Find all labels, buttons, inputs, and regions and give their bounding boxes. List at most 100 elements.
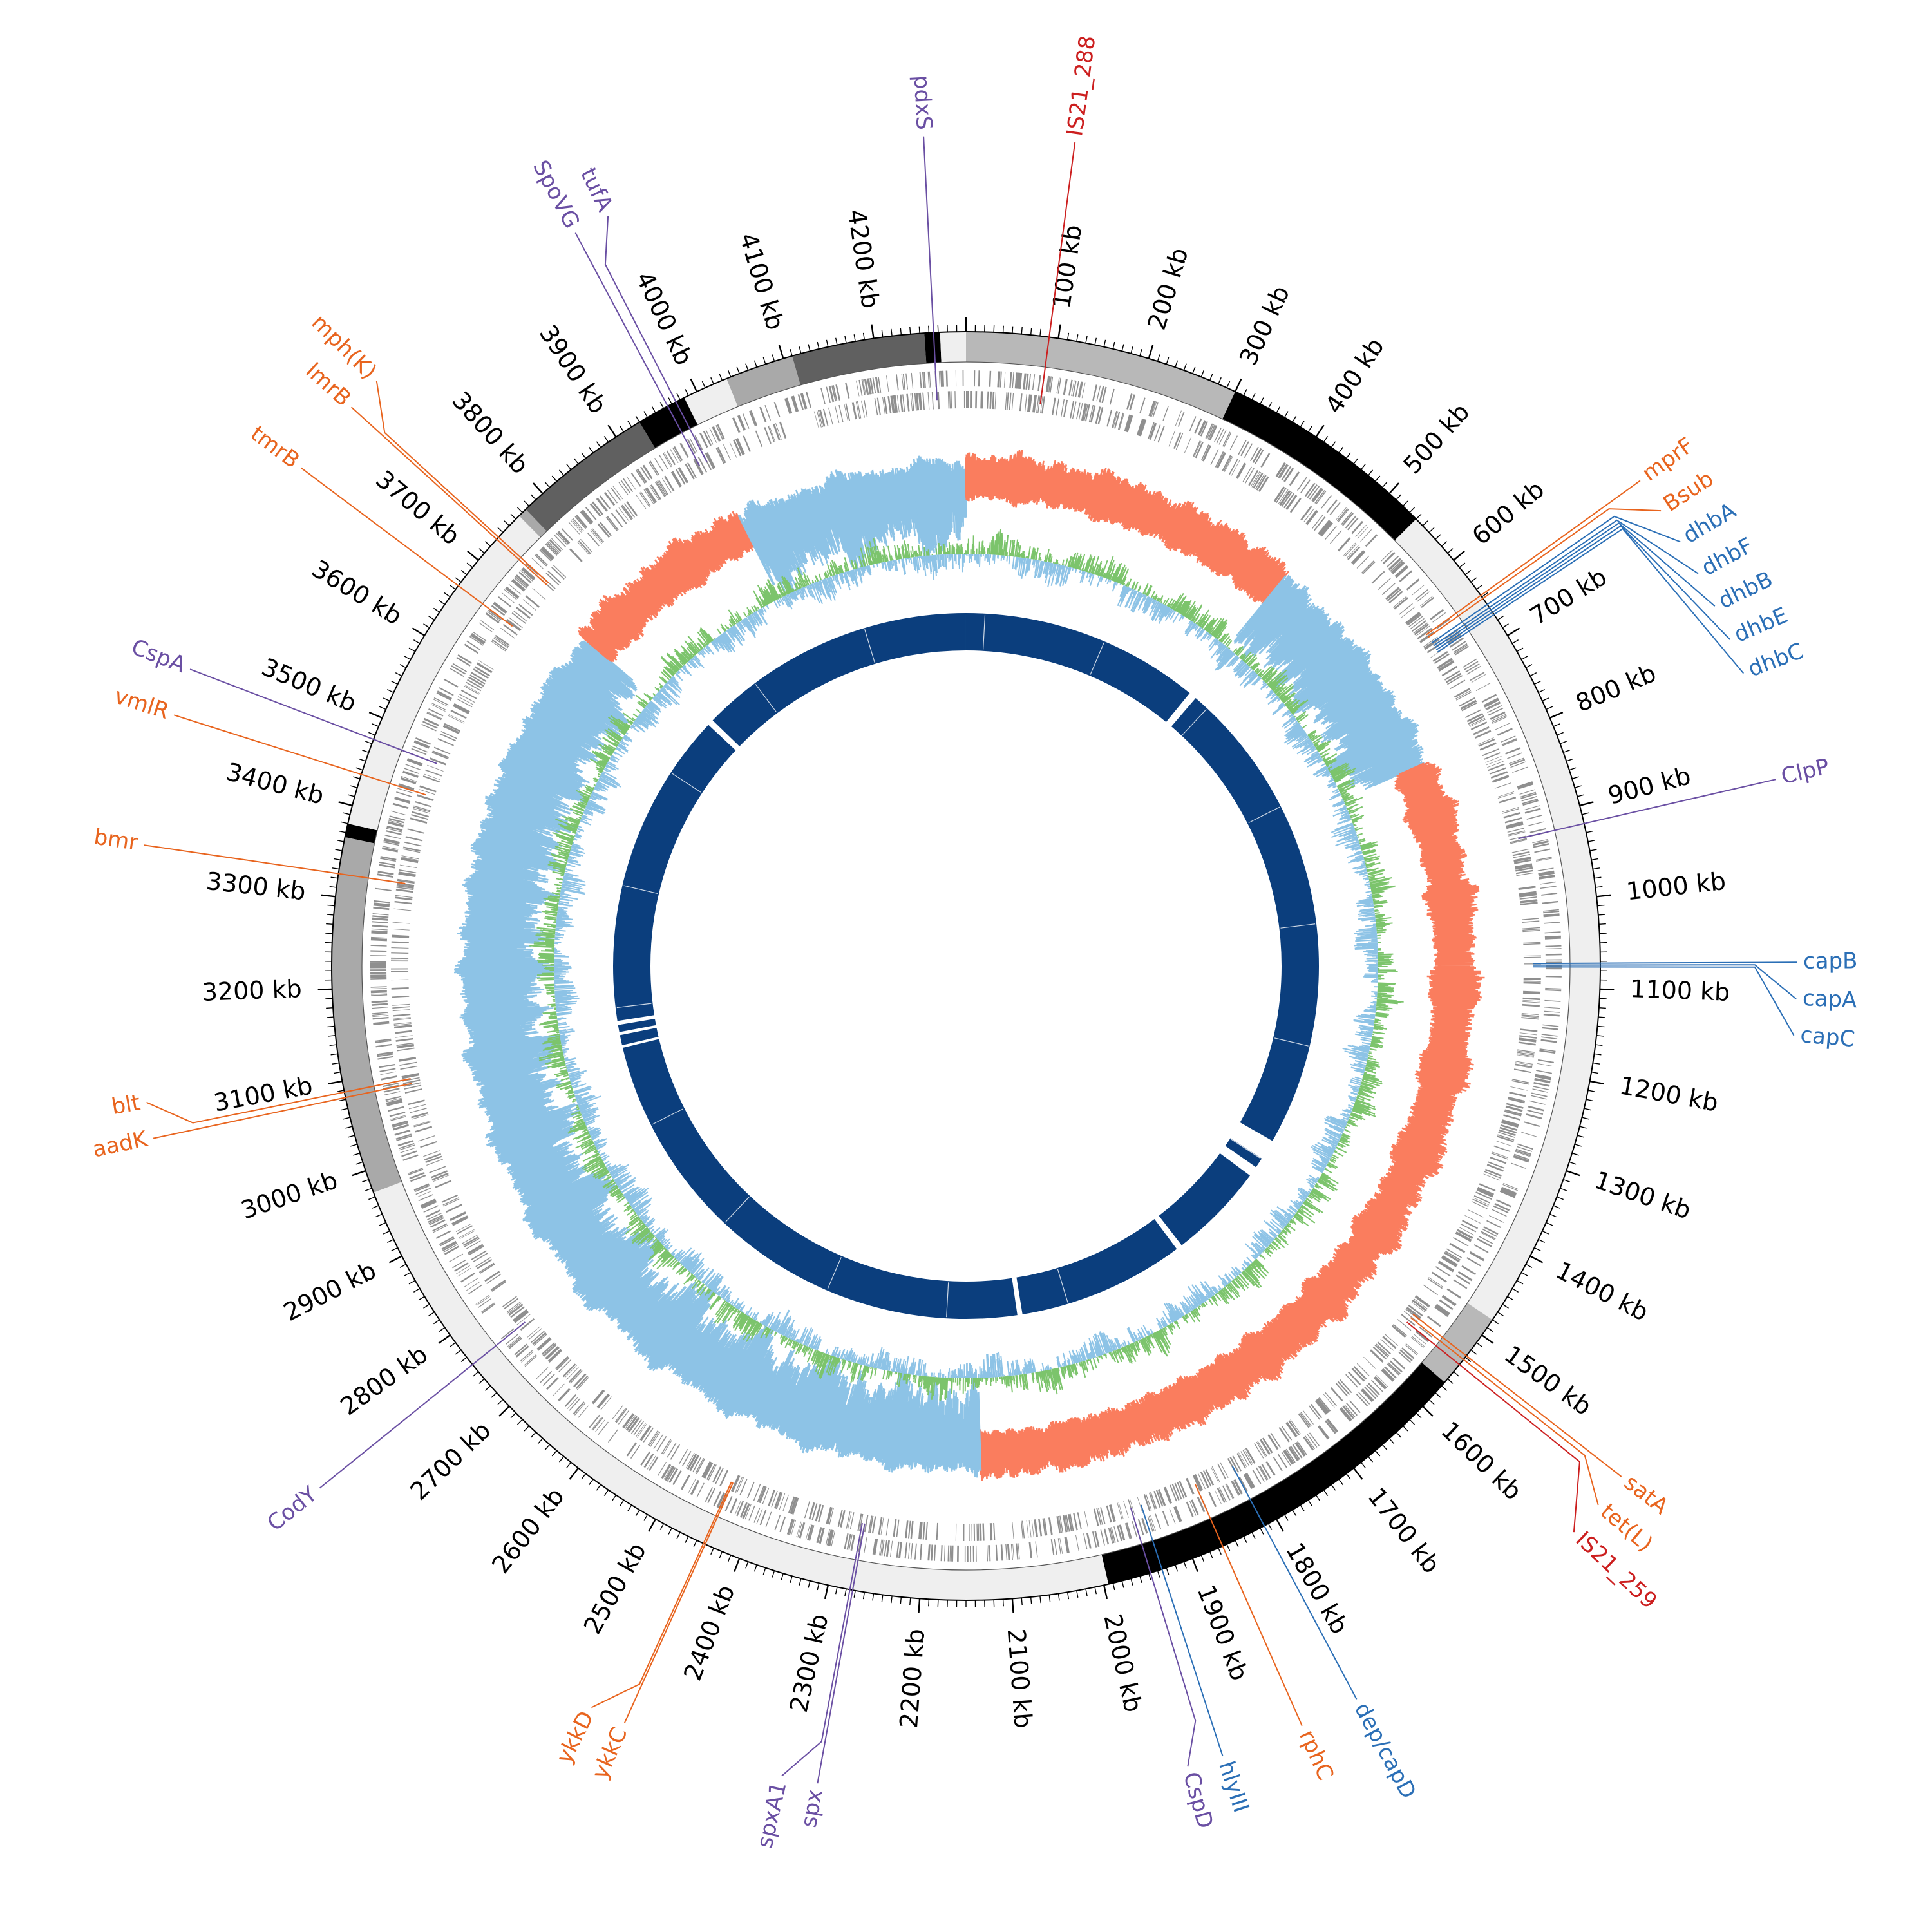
minor-tick xyxy=(1594,876,1602,879)
annotation-leader-line xyxy=(1410,1317,1599,1506)
minor-tick xyxy=(1157,354,1160,362)
minor-tick xyxy=(573,458,579,464)
minor-tick xyxy=(701,381,706,388)
minor-tick xyxy=(359,758,366,762)
minor-tick xyxy=(581,1473,587,1480)
minor-tick xyxy=(1497,615,1504,621)
minor-tick xyxy=(1560,741,1567,744)
minor-tick xyxy=(1375,1450,1381,1457)
tick-label: 1300 kb xyxy=(1591,1166,1694,1225)
minor-tick xyxy=(1530,672,1537,677)
minor-tick xyxy=(1338,446,1344,453)
annotation-leader-line xyxy=(173,714,426,796)
major-tick xyxy=(824,1585,829,1600)
minor-tick xyxy=(1599,998,1607,999)
minor-tick xyxy=(551,475,557,482)
minor-tick xyxy=(611,1495,617,1502)
minor-tick xyxy=(1030,1596,1032,1604)
minor-tick xyxy=(719,374,723,381)
minor-tick xyxy=(1560,1188,1567,1191)
minor-tick xyxy=(516,507,523,513)
tick-label: 1200 kb xyxy=(1617,1071,1720,1117)
minor-tick xyxy=(1521,1272,1528,1276)
minor-tick xyxy=(404,1272,411,1276)
minor-tick xyxy=(544,482,551,488)
blast-hit-segment xyxy=(1016,1219,1177,1314)
minor-tick xyxy=(353,1152,361,1156)
gene-label: CspD xyxy=(1178,1769,1218,1832)
minor-tick xyxy=(1353,458,1359,464)
minor-tick xyxy=(1582,1117,1589,1120)
minor-tick xyxy=(1292,1510,1297,1517)
gene-label: CodY xyxy=(263,1481,323,1537)
contig-segment xyxy=(940,332,966,363)
minor-tick xyxy=(372,1205,379,1209)
blast-identity-break xyxy=(827,1257,842,1290)
minor-tick xyxy=(1112,1583,1115,1591)
minor-tick xyxy=(1598,1007,1606,1009)
minor-tick xyxy=(1517,1280,1524,1285)
minor-tick xyxy=(444,592,451,598)
major-tick xyxy=(1235,378,1242,392)
minor-tick xyxy=(1235,1540,1239,1548)
minor-tick xyxy=(1587,1090,1595,1092)
minor-tick xyxy=(484,1385,491,1391)
minor-tick xyxy=(327,1025,335,1028)
minor-tick xyxy=(790,348,793,356)
minor-tick xyxy=(1525,1264,1533,1268)
annotation-leader-line xyxy=(1130,1508,1197,1767)
gc-skew-positive-band xyxy=(965,450,1290,605)
minor-tick xyxy=(1166,1567,1170,1575)
minor-tick xyxy=(460,1357,468,1363)
minor-tick xyxy=(1331,441,1336,448)
minor-tick xyxy=(1085,336,1088,343)
annotation-leader-line xyxy=(1518,779,1776,840)
minor-tick xyxy=(1447,548,1454,554)
minor-tick xyxy=(862,1592,866,1600)
major-tick xyxy=(412,627,425,636)
tick-label: 2100 kb xyxy=(1002,1627,1037,1729)
minor-tick xyxy=(772,354,775,362)
minor-tick xyxy=(1300,1504,1305,1511)
minor-tick xyxy=(1422,520,1428,526)
annotation-leader-line xyxy=(781,1522,863,1777)
minor-tick xyxy=(1260,1528,1264,1535)
minor-tick xyxy=(1218,377,1222,384)
minor-tick xyxy=(332,1062,339,1065)
major-tick xyxy=(438,1334,451,1344)
blast-hit-segment xyxy=(620,1028,659,1046)
tick-label: 3500 kb xyxy=(258,652,361,717)
blast-identity-break xyxy=(1274,1037,1309,1046)
annotation-leader-line xyxy=(1431,515,1681,644)
major-tick xyxy=(498,1405,510,1417)
major-tick xyxy=(1600,988,1615,990)
minor-tick xyxy=(1130,1578,1133,1586)
minor-tick xyxy=(1575,1144,1582,1147)
minor-tick xyxy=(1557,1196,1564,1200)
minor-tick xyxy=(900,1596,902,1604)
annotation-leader-line xyxy=(1039,142,1076,404)
minor-tick xyxy=(781,1573,784,1580)
minor-tick xyxy=(1563,750,1571,753)
minor-tick xyxy=(1331,1484,1336,1491)
minor-tick xyxy=(668,1528,672,1535)
major-tick xyxy=(1530,1255,1544,1264)
major-tick xyxy=(1103,1585,1108,1600)
annotation-leader-line xyxy=(1140,1504,1224,1757)
annotation-leader-line xyxy=(623,1482,734,1724)
gene-label: vmlR xyxy=(111,683,172,724)
blast-identity-break xyxy=(1248,806,1280,824)
gene-label: aadK xyxy=(90,1126,151,1162)
minor-tick xyxy=(333,1072,341,1074)
minor-tick xyxy=(524,500,530,507)
minor-tick xyxy=(566,464,572,470)
minor-tick xyxy=(1066,1592,1070,1600)
minor-tick xyxy=(668,397,672,404)
minor-tick xyxy=(504,520,510,526)
minor-tick xyxy=(620,426,625,433)
tick-label: 2700 kb xyxy=(405,1416,497,1506)
blast-identity-break xyxy=(652,1108,684,1125)
minor-tick xyxy=(1416,1412,1422,1419)
blast-identity-break xyxy=(1280,923,1316,929)
